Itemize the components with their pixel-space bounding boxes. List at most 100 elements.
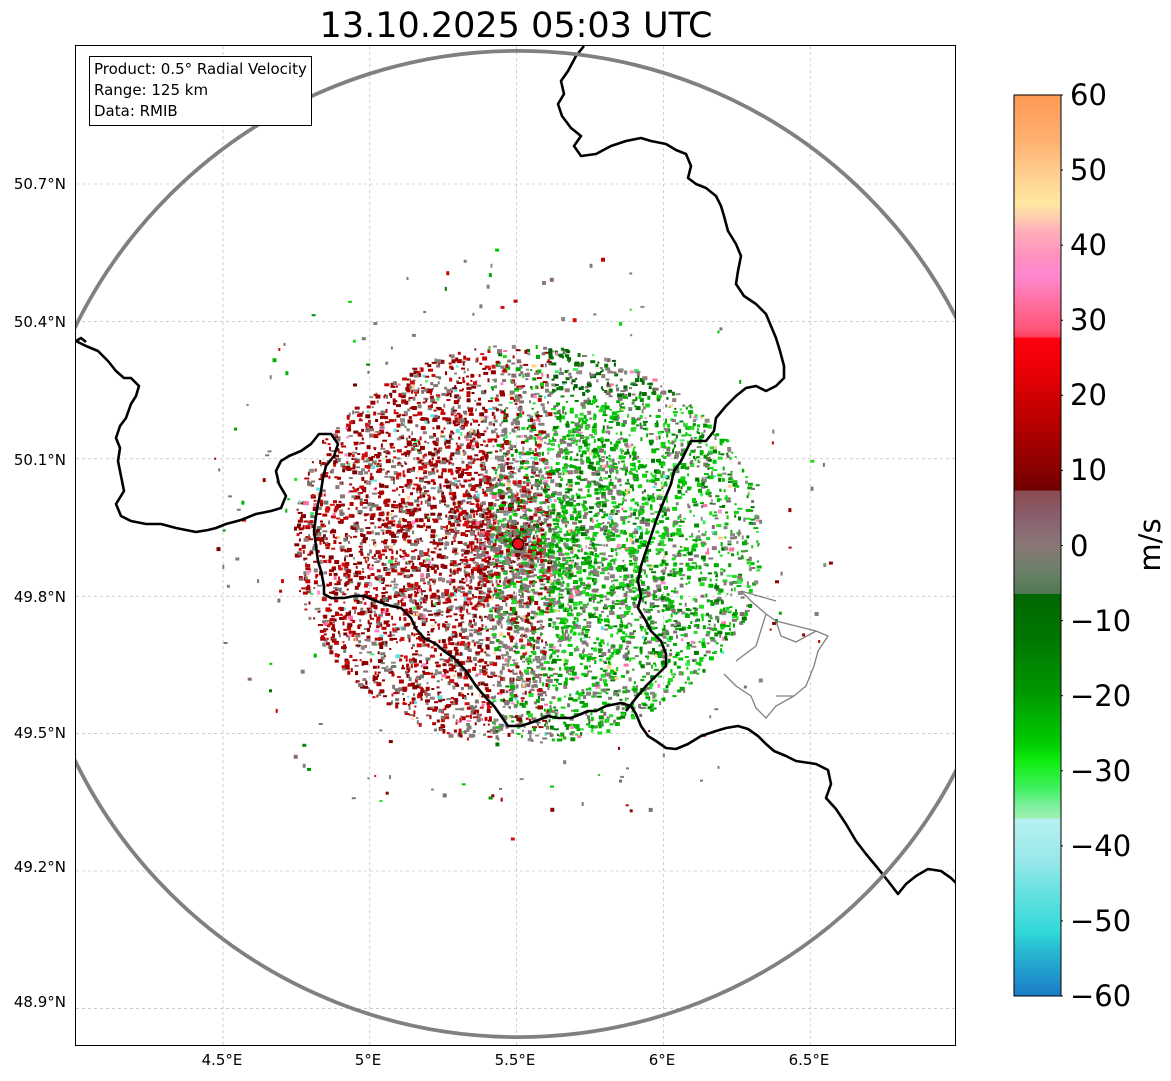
echo-pixel bbox=[540, 512, 544, 515]
echo-pixel bbox=[475, 442, 480, 447]
echo-pixel bbox=[481, 701, 486, 704]
echo-pixel bbox=[697, 428, 700, 431]
echo-pixel bbox=[417, 470, 420, 473]
echo-pixel bbox=[320, 520, 323, 523]
echo-pixel bbox=[618, 647, 623, 650]
echo-pixel bbox=[617, 460, 620, 464]
echo-pixel bbox=[615, 552, 618, 557]
echo-pixel bbox=[385, 471, 388, 475]
echo-pixel bbox=[557, 451, 560, 455]
echo-pixel bbox=[564, 511, 569, 514]
echo-pixel bbox=[550, 466, 553, 471]
echo-pixel bbox=[534, 554, 537, 557]
echo-pixel bbox=[418, 722, 422, 727]
echo-pixel bbox=[684, 602, 687, 607]
echo-pixel bbox=[484, 409, 488, 413]
echo-pixel bbox=[756, 519, 761, 522]
echo-pixel bbox=[447, 468, 453, 473]
echo-pixel bbox=[507, 616, 510, 621]
echo-pixel bbox=[452, 547, 458, 551]
echo-pixel bbox=[408, 677, 412, 682]
echo-pixel bbox=[464, 542, 468, 547]
echo-pixel bbox=[644, 628, 647, 633]
echo-pixel bbox=[496, 683, 502, 687]
echo-pixel bbox=[486, 530, 492, 533]
echo-pixel bbox=[545, 459, 549, 463]
echo-pixel bbox=[613, 560, 616, 565]
echo-pixel bbox=[631, 587, 637, 590]
echo-pixel bbox=[459, 520, 462, 522]
echo-pixel bbox=[429, 706, 434, 709]
echo-pixel bbox=[403, 585, 406, 590]
echo-pixel bbox=[622, 639, 626, 643]
echo-pixel bbox=[385, 516, 389, 521]
echo-pixel bbox=[524, 534, 528, 537]
echo-pixel bbox=[466, 491, 470, 495]
echo-pixel bbox=[508, 394, 513, 397]
echo-pixel bbox=[556, 578, 561, 581]
echo-pixel bbox=[390, 563, 395, 566]
echo-pixel bbox=[403, 617, 407, 622]
echo-pixel bbox=[480, 420, 484, 423]
echo-pixel bbox=[497, 728, 501, 733]
echo-pixel bbox=[379, 452, 381, 456]
echo-pixel bbox=[367, 563, 371, 566]
echo-pixel bbox=[445, 445, 451, 449]
echo-pixel bbox=[441, 542, 444, 546]
echo-pixel bbox=[587, 464, 593, 469]
echo-pixel bbox=[592, 578, 596, 582]
echo-pixel bbox=[546, 570, 551, 573]
echo-pixel bbox=[583, 532, 588, 536]
echo-pixel bbox=[619, 484, 622, 487]
echo-pixel bbox=[506, 716, 511, 719]
echo-pixel bbox=[507, 449, 511, 454]
echo-pixel bbox=[619, 516, 624, 519]
echo-pixel bbox=[570, 565, 574, 569]
echo-pixel bbox=[482, 475, 486, 479]
echo-pixel bbox=[519, 670, 522, 675]
echo-pixel bbox=[484, 661, 488, 665]
echo-pixel bbox=[549, 391, 554, 395]
echo-pixel bbox=[638, 535, 643, 540]
echo-pixel bbox=[726, 574, 732, 577]
echo-pixel bbox=[314, 537, 320, 541]
echo-pixel bbox=[332, 566, 337, 571]
echo-pixel bbox=[340, 463, 346, 468]
echo-pixel bbox=[603, 683, 607, 686]
echo-pixel bbox=[484, 416, 487, 421]
echo-pixel bbox=[511, 617, 516, 622]
echo-pixel bbox=[729, 547, 735, 552]
echo-pixel bbox=[519, 507, 522, 510]
echo-pixel bbox=[346, 423, 351, 428]
echo-pixel bbox=[500, 465, 506, 470]
echo-pixel bbox=[601, 567, 606, 572]
echo-pixel bbox=[403, 655, 408, 659]
echo-pixel bbox=[457, 515, 461, 520]
echo-pixel bbox=[707, 452, 709, 456]
echo-pixel bbox=[437, 671, 442, 675]
velocity-echoes bbox=[214, 248, 833, 841]
echo-pixel bbox=[391, 523, 396, 527]
echo-pixel bbox=[520, 535, 525, 538]
echo-pixel bbox=[644, 417, 647, 420]
echo-pixel bbox=[431, 468, 435, 472]
echo-pixel bbox=[473, 614, 477, 618]
echo-pixel bbox=[515, 349, 521, 352]
echo-pixel bbox=[433, 409, 437, 412]
radar-map[interactable] bbox=[75, 45, 956, 1046]
echo-pixel bbox=[362, 489, 367, 493]
echo-pixel bbox=[521, 677, 524, 680]
echo-pixel bbox=[641, 491, 644, 494]
echo-pixel bbox=[411, 550, 415, 553]
echo-pixel bbox=[479, 615, 481, 619]
echo-pixel bbox=[737, 461, 741, 465]
echo-pixel bbox=[499, 648, 502, 652]
echo-pixel bbox=[572, 547, 576, 552]
echo-pixel bbox=[465, 489, 468, 492]
echo-pixel bbox=[580, 581, 584, 586]
echo-pixel bbox=[510, 559, 515, 562]
echo-pixel bbox=[428, 613, 434, 616]
echo-pixel bbox=[379, 553, 385, 556]
echo-pixel bbox=[568, 546, 571, 550]
echo-pixel bbox=[495, 726, 501, 730]
